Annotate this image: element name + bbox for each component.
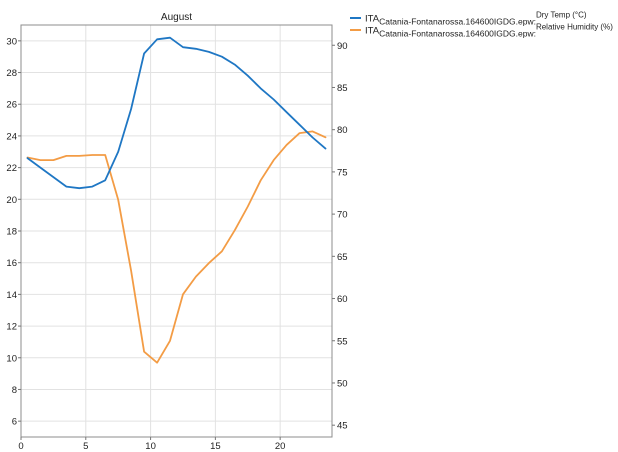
legend-label-0: ITACatania-Fontanarossa.164600IGDG.epw:D… [365,11,587,27]
y-left-tick-label: 18 [6,227,17,238]
y-left-tick-label: 14 [6,290,17,301]
legend-label-sub: Catania-Fontanarossa.164600IGDG.epw: [379,29,536,39]
x-tick-label: 0 [18,441,23,452]
y-left-tick-label: 24 [6,131,17,142]
axis-ticks: 6 8 10 12 14 16 18 20 22 24 26 28 30 0 5 10 15 20 45 50 55 60… [6,36,347,452]
y-left-tick-label: 20 [6,195,17,206]
y-left-tick-label: 8 [12,385,17,396]
x-tick-label: 15 [210,441,221,452]
y-right-tick-label: 50 [337,378,348,389]
y-left-tick-label: 22 [6,163,17,174]
y-left-tick-label: 12 [6,322,17,333]
y-left-tick-label: 26 [6,100,17,111]
legend-label-main: ITA [365,14,380,25]
y-left-tick-label: 30 [6,36,17,47]
y-right-tick-label: 85 [337,83,348,94]
y-right-tick-label: 45 [337,421,348,432]
legend-label-main: ITA [365,26,380,37]
y-left-tick-label: 6 [12,417,17,428]
chart-title: August [161,12,192,23]
y-right-tick-label: 55 [337,336,348,347]
x-tick-label: 20 [275,441,286,452]
legend-label-sup: Relative Humidity (%) [536,23,613,32]
series-line-1 [26,130,327,364]
x-tick-label: 10 [145,441,156,452]
y-right-tick-label: 75 [337,167,348,178]
legend-label-1: ITACatania-Fontanarossa.164600IGDG.epw:R… [365,23,613,39]
legend-label-sup: Dry Temp (°C) [536,11,587,20]
y-right-tick-label: 80 [337,125,348,136]
y-left-tick-label: 16 [6,258,17,269]
y-right-tick-label: 65 [337,252,348,263]
y-right-tick-label: 90 [337,41,348,52]
y-right-tick-label: 60 [337,294,348,305]
x-tick-label: 5 [83,441,88,452]
series-lines [26,36,327,364]
legend-label-sub: Catania-Fontanarossa.164600IGDG.epw: [379,17,536,27]
y-right-tick-label: 70 [337,210,348,221]
legend: ITACatania-Fontanarossa.164600IGDG.epw:D… [350,11,613,39]
y-left-tick-label: 10 [6,353,17,364]
series-line-0 [26,36,327,190]
y-left-tick-label: 28 [6,68,17,79]
